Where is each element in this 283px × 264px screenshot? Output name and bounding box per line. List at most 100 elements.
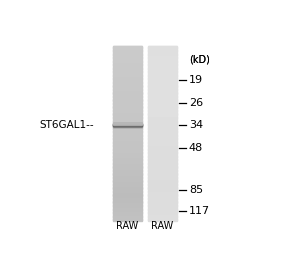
Bar [148, 70, 177, 71]
Bar [148, 204, 177, 205]
Bar [148, 152, 177, 153]
Bar [113, 171, 142, 172]
Bar [113, 121, 142, 122]
Bar [113, 58, 142, 59]
Bar [113, 201, 142, 202]
Bar [113, 55, 142, 56]
Bar [113, 94, 142, 95]
Bar [113, 54, 142, 55]
Bar [148, 50, 177, 51]
Bar [113, 160, 142, 161]
Bar [148, 130, 177, 131]
Bar [113, 65, 142, 66]
Bar [113, 172, 142, 173]
Bar [148, 167, 177, 168]
Bar [148, 189, 177, 190]
Bar [148, 134, 177, 135]
Bar [113, 209, 142, 210]
Bar [148, 51, 177, 52]
Bar [113, 163, 142, 164]
Bar [113, 137, 142, 138]
Bar [148, 163, 177, 164]
Bar [113, 211, 142, 212]
Bar [113, 173, 142, 174]
Bar [148, 79, 177, 80]
Bar [148, 207, 177, 208]
Bar [148, 194, 177, 195]
Bar [113, 138, 142, 139]
Bar [113, 145, 142, 146]
Bar [148, 128, 177, 129]
Bar [148, 119, 177, 120]
Bar [148, 181, 177, 182]
Bar [148, 186, 177, 187]
Bar [113, 197, 142, 198]
Bar [113, 110, 142, 111]
Text: 48: 48 [189, 143, 203, 153]
Bar [148, 94, 177, 95]
Bar [113, 150, 142, 151]
Bar [113, 50, 142, 51]
Bar [148, 64, 177, 65]
Bar [113, 107, 142, 108]
Bar [113, 185, 142, 186]
Bar [113, 220, 142, 221]
Bar [113, 194, 142, 195]
Bar [148, 169, 177, 170]
Bar [148, 46, 177, 47]
Bar [148, 176, 177, 177]
Bar [113, 97, 142, 98]
Bar [113, 108, 142, 109]
Bar [148, 54, 177, 55]
Bar [148, 79, 177, 80]
Bar [113, 152, 142, 153]
Bar [113, 205, 142, 206]
Bar [113, 184, 142, 185]
Bar [148, 125, 177, 126]
Bar [113, 151, 142, 152]
Bar [113, 120, 142, 121]
Bar [148, 187, 177, 188]
Bar [113, 96, 142, 97]
Bar [113, 99, 142, 100]
Bar [148, 78, 177, 79]
Bar [113, 202, 142, 203]
Bar [113, 82, 142, 83]
Bar [113, 187, 142, 188]
Bar [113, 193, 142, 194]
Bar [148, 150, 177, 151]
Bar [113, 95, 142, 96]
Bar [113, 62, 142, 63]
Bar [148, 181, 177, 182]
Bar [113, 122, 142, 123]
Bar [148, 122, 177, 123]
Bar [113, 127, 142, 128]
Bar [113, 207, 142, 208]
Bar [148, 148, 177, 149]
Bar [148, 136, 177, 137]
Bar [113, 88, 142, 89]
Bar [113, 72, 142, 73]
Bar [113, 68, 142, 69]
Bar [148, 149, 177, 150]
Bar [148, 57, 177, 58]
Bar [148, 195, 177, 196]
Bar [148, 175, 177, 176]
Bar [113, 110, 142, 111]
Bar [113, 169, 142, 170]
Bar [113, 96, 142, 97]
Bar [113, 53, 142, 54]
Bar [113, 178, 142, 179]
Bar [148, 121, 177, 122]
Bar [113, 191, 142, 192]
Bar [148, 152, 177, 153]
Bar [113, 181, 142, 182]
Bar [148, 95, 177, 96]
Bar [148, 217, 177, 218]
Bar [113, 141, 142, 142]
Bar [148, 162, 177, 163]
Bar [148, 144, 177, 145]
Bar [113, 153, 142, 154]
Bar [148, 191, 177, 192]
Bar [148, 110, 177, 111]
